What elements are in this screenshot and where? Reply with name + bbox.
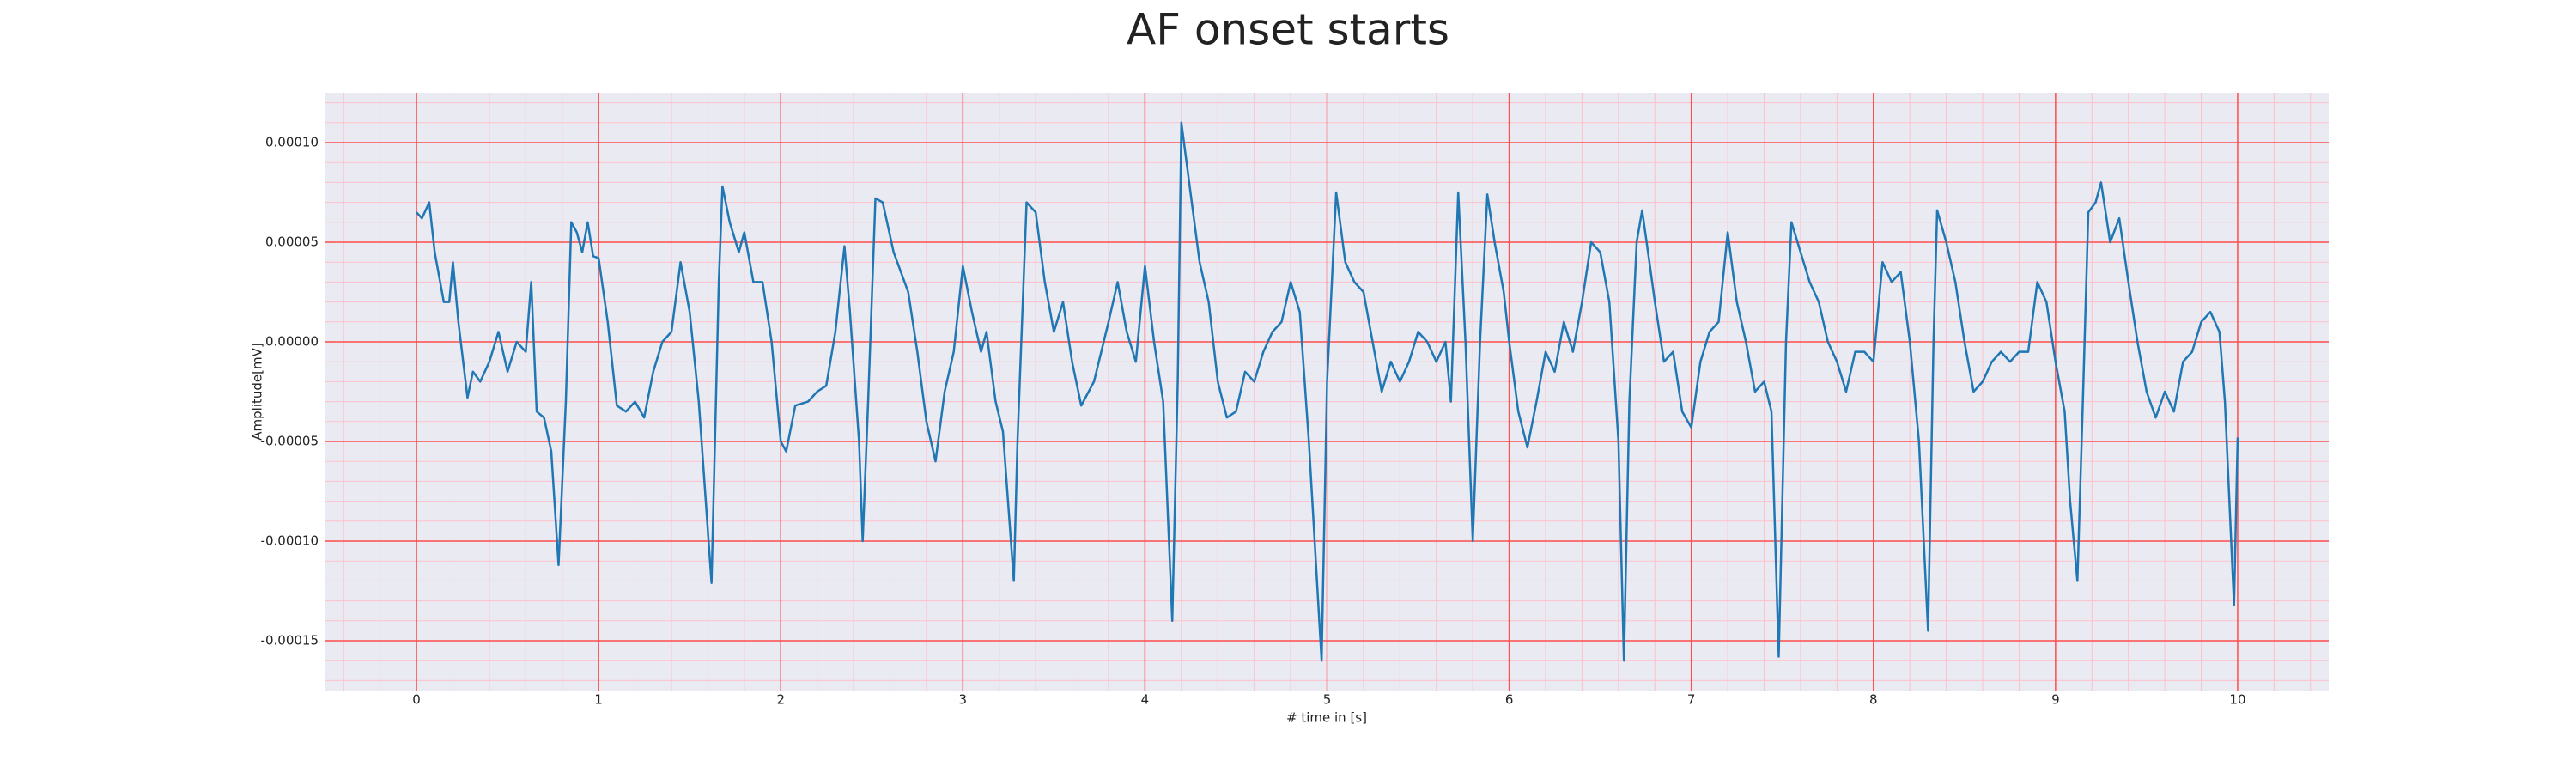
x-tick-label: 2	[776, 692, 785, 708]
chart-title: AF onset starts	[1127, 5, 1449, 55]
y-tick-label: 0.00010	[265, 135, 319, 150]
x-tick-label: 10	[2229, 692, 2245, 708]
signal-line	[416, 121, 2239, 662]
y-tick-label: 0.00000	[265, 334, 319, 350]
x-tick-label: 1	[594, 692, 603, 708]
y-tick-label: -0.00015	[261, 633, 319, 648]
x-tick-label: 5	[1323, 692, 1332, 708]
x-tick-label: 3	[959, 692, 968, 708]
x-axis-label: # time in [s]	[1286, 710, 1367, 726]
x-tick-label: 8	[1869, 692, 1878, 708]
x-tick-label: 0	[412, 692, 421, 708]
y-tick-label: -0.00005	[261, 434, 319, 449]
x-tick-label: 6	[1505, 692, 1514, 708]
x-tick-label: 7	[1687, 692, 1696, 708]
y-tick-label: -0.00010	[261, 533, 319, 549]
y-tick-label: 0.00005	[265, 234, 319, 250]
x-tick-label: 9	[2051, 692, 2060, 708]
y-axis-label: Amplitude[mV]	[250, 343, 265, 440]
x-tick-label: 4	[1141, 692, 1150, 708]
